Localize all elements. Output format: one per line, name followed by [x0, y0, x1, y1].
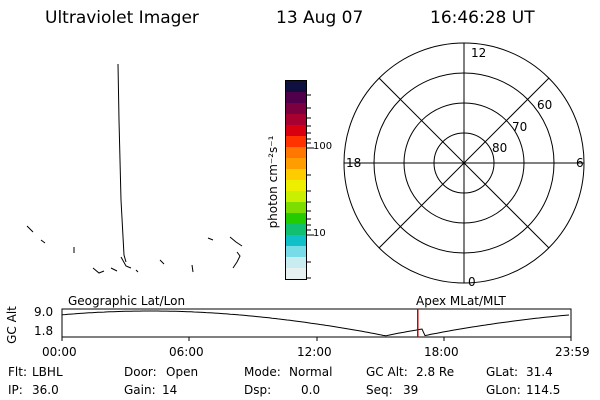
time-label: 16:46:28 UT: [430, 8, 535, 28]
glat-label: GLat:: [486, 365, 519, 379]
glat-value: 31.4: [526, 365, 553, 379]
gc-alt-value: 2.8 Re: [416, 365, 455, 379]
x-tick-1800: 18:00: [424, 345, 459, 359]
app-title: Ultraviolet Imager: [45, 8, 199, 28]
door-label: Door:: [124, 365, 157, 379]
colorbar-swatch: [286, 92, 306, 103]
colorbar-swatch: [286, 158, 306, 169]
gain-label: Gain:: [124, 383, 156, 397]
gc-alt-label: GC Alt:: [366, 365, 408, 379]
mlt-label-0: 0: [468, 275, 476, 289]
x-tick-0600: 06:00: [169, 345, 204, 359]
date-label: 13 Aug 07: [276, 8, 364, 28]
timeline-frame: [61, 308, 572, 338]
colorbar-swatch: [286, 114, 306, 125]
colorbar-swatch: [286, 213, 306, 224]
x-tick-2359: 23:59: [555, 345, 590, 359]
colorbar-tick-10: 10: [313, 228, 326, 239]
lat-label-70: 70: [512, 120, 528, 134]
door-value: Open: [166, 365, 199, 379]
glon-label: GLon:: [486, 383, 521, 397]
colorbar-swatch: [286, 191, 306, 202]
intensity-colorbar: [285, 80, 307, 280]
dsp-label: Dsp:: [244, 383, 272, 397]
mode-label: Mode:: [244, 365, 281, 379]
colorbar-swatch: [286, 136, 306, 147]
seq-label: Seq:: [366, 383, 393, 397]
polar-diagonal-2: [378, 77, 550, 249]
timeline-y-tick-9: 9.0: [34, 305, 54, 319]
ip-value: 36.0: [32, 383, 59, 397]
flt-label: Flt:: [8, 365, 27, 379]
map-boundary-line: [117, 63, 127, 263]
colorbar-swatch: [286, 147, 306, 158]
colorbar-swatch: [286, 202, 306, 213]
orbit-altitude-curve: [61, 310, 570, 337]
colorbar-swatch: [286, 125, 306, 136]
ip-label: IP:: [8, 383, 23, 397]
timeline-left-label: Geographic Lat/Lon: [68, 294, 186, 308]
colorbar-swatch: [286, 224, 306, 235]
colorbar-swatch: [286, 235, 306, 246]
lat-label-60: 60: [537, 98, 553, 112]
colorbar-swatch: [286, 103, 306, 114]
x-tick-1200: 12:00: [297, 345, 332, 359]
colorbar-swatch: [286, 257, 306, 268]
flt-value: LBHL: [32, 365, 63, 379]
mlt-label-18: 18: [346, 156, 362, 170]
seq-value: 39: [403, 383, 419, 397]
timeline-right-label: Apex MLat/MLT: [416, 294, 506, 308]
mlt-label-12: 12: [471, 46, 487, 60]
colorbar-swatch: [286, 81, 306, 92]
glon-value: 114.5: [526, 383, 561, 397]
mode-value: Normal: [289, 365, 333, 379]
colorbar-tick-100: 100: [313, 141, 333, 152]
colorbar-swatch: [286, 180, 306, 191]
lat-label-80: 80: [492, 141, 508, 155]
colorbar-swatch: [286, 169, 306, 180]
x-tick-0000: 00:00: [42, 345, 77, 359]
mlt-label-6: 6: [576, 156, 584, 170]
colorbar-swatch: [286, 268, 306, 279]
dsp-value: 0.0: [301, 383, 321, 397]
gain-value: 14: [162, 383, 178, 397]
colorbar-swatch: [286, 246, 306, 257]
coastline-fragments: [26, 225, 243, 274]
timeline-y-tick-1-8: 1.8: [34, 324, 54, 338]
